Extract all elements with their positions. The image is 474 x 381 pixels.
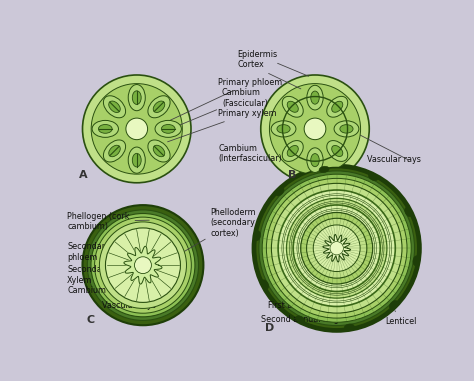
- Text: B: B: [288, 170, 296, 180]
- Circle shape: [269, 83, 361, 174]
- Ellipse shape: [344, 324, 354, 330]
- Ellipse shape: [132, 91, 141, 104]
- Circle shape: [100, 222, 186, 308]
- Ellipse shape: [368, 173, 378, 181]
- Text: Primary xylem: Primary xylem: [168, 109, 277, 142]
- Circle shape: [262, 174, 411, 322]
- Circle shape: [278, 190, 395, 306]
- Ellipse shape: [276, 187, 284, 196]
- Ellipse shape: [327, 96, 348, 117]
- Text: Vascular rays: Vascular rays: [366, 155, 420, 164]
- Ellipse shape: [327, 141, 348, 162]
- Text: Primary phloem: Primary phloem: [167, 78, 283, 122]
- Text: Cambium: Cambium: [67, 286, 137, 296]
- Ellipse shape: [155, 120, 182, 137]
- Circle shape: [253, 165, 420, 331]
- Circle shape: [126, 118, 147, 140]
- Ellipse shape: [128, 147, 145, 173]
- Ellipse shape: [334, 121, 359, 137]
- Circle shape: [307, 218, 367, 278]
- Text: Vascular rays: Vascular rays: [102, 296, 156, 311]
- Ellipse shape: [103, 140, 126, 162]
- Circle shape: [91, 213, 195, 317]
- Ellipse shape: [254, 231, 261, 241]
- Text: Second annual ring: Second annual ring: [261, 308, 338, 323]
- Ellipse shape: [287, 101, 298, 112]
- Circle shape: [261, 75, 369, 183]
- Ellipse shape: [277, 125, 290, 133]
- Text: Epidermis: Epidermis: [237, 50, 309, 76]
- Circle shape: [135, 257, 151, 274]
- Text: D: D: [264, 323, 274, 333]
- Ellipse shape: [307, 148, 323, 173]
- Ellipse shape: [132, 153, 141, 167]
- Ellipse shape: [99, 125, 112, 133]
- Ellipse shape: [128, 85, 145, 111]
- Circle shape: [313, 225, 360, 272]
- Ellipse shape: [311, 154, 319, 166]
- Text: Cambium
(Interfascicular): Cambium (Interfascicular): [218, 144, 288, 163]
- Text: Secondary
Xylem: Secondary Xylem: [67, 266, 163, 288]
- Ellipse shape: [389, 301, 398, 309]
- Ellipse shape: [307, 85, 323, 110]
- Ellipse shape: [153, 101, 165, 112]
- Circle shape: [91, 83, 182, 174]
- Circle shape: [330, 242, 343, 255]
- Polygon shape: [124, 246, 162, 284]
- Circle shape: [293, 205, 380, 291]
- Ellipse shape: [405, 207, 412, 217]
- Ellipse shape: [262, 280, 269, 289]
- Ellipse shape: [148, 140, 170, 162]
- Ellipse shape: [413, 256, 419, 266]
- Text: Phellem (cork): Phellem (cork): [300, 177, 358, 193]
- Text: Cortex: Cortex: [237, 61, 301, 89]
- Circle shape: [95, 217, 191, 313]
- Ellipse shape: [332, 101, 343, 112]
- Ellipse shape: [295, 316, 305, 323]
- Circle shape: [82, 205, 203, 325]
- Text: Secondary
phloem: Secondary phloem: [67, 242, 167, 275]
- Circle shape: [286, 199, 387, 298]
- Circle shape: [304, 118, 326, 140]
- Ellipse shape: [92, 120, 118, 137]
- Text: Phelloderm
(secondary
cortex): Phelloderm (secondary cortex): [179, 208, 256, 255]
- Ellipse shape: [148, 96, 170, 118]
- Ellipse shape: [109, 101, 120, 112]
- Ellipse shape: [103, 96, 126, 118]
- Ellipse shape: [282, 96, 303, 117]
- Text: Lenticel: Lenticel: [385, 311, 416, 326]
- Ellipse shape: [161, 125, 175, 133]
- Text: C: C: [86, 315, 94, 325]
- Circle shape: [272, 183, 402, 313]
- Circle shape: [259, 171, 415, 326]
- Ellipse shape: [340, 125, 353, 133]
- Circle shape: [87, 210, 199, 320]
- Ellipse shape: [311, 91, 319, 104]
- Circle shape: [106, 228, 181, 303]
- Ellipse shape: [319, 166, 329, 173]
- Circle shape: [82, 75, 191, 183]
- Ellipse shape: [287, 146, 298, 157]
- Text: First annual ring: First annual ring: [268, 296, 333, 311]
- Text: Cambium
(Fascicular): Cambium (Fascicular): [164, 88, 268, 132]
- Text: Phellogen (cork
cambium): Phellogen (cork cambium): [67, 211, 149, 231]
- Circle shape: [301, 213, 373, 284]
- Ellipse shape: [153, 145, 165, 157]
- Circle shape: [266, 178, 407, 318]
- Ellipse shape: [282, 141, 303, 162]
- Circle shape: [255, 168, 418, 329]
- Ellipse shape: [109, 145, 120, 157]
- Ellipse shape: [332, 146, 343, 157]
- Text: A: A: [79, 170, 87, 180]
- Polygon shape: [323, 234, 351, 262]
- Ellipse shape: [271, 121, 296, 137]
